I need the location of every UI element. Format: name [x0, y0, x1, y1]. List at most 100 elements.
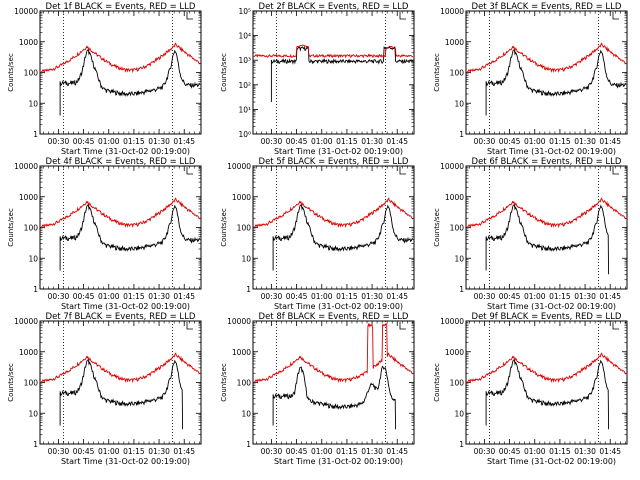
y-axis-label: Counts/sec: [7, 53, 15, 92]
x-tick-label: 00:30: [48, 137, 70, 146]
x-tick-label: 01:45: [173, 292, 195, 301]
x-tick-label: 01:15: [549, 137, 571, 146]
panel-det-8: Det 8f BLACK = Events, RED = LLD 1 10 100 10…: [220, 312, 415, 466]
series-lld-line: [466, 42, 627, 74]
y-tick-label: 10000: [14, 317, 38, 326]
x-tick-label: 01:15: [336, 447, 358, 456]
series-lld-line: [253, 322, 414, 384]
x-tick-label: 00:45: [499, 137, 521, 146]
panel-det-6: Det 6f BLACK = Events, RED = LLD 1 10 100 10…: [433, 157, 628, 311]
y-tick-label: 1: [33, 130, 38, 139]
x-axis-label: Start Time (31-Oct-02 00:19:00): [487, 147, 616, 156]
panel-title: Det 8f BLACK = Events, RED = LLD: [259, 312, 409, 322]
x-tick-label: 01:15: [336, 137, 358, 146]
y-tick-label: 10000: [440, 162, 464, 171]
y-tick-label: 1: [459, 440, 464, 449]
x-axis-label: Start Time (31-Oct-02 00:19:00): [274, 457, 403, 466]
series-events-line: [485, 358, 610, 430]
series-lld-line: [466, 352, 627, 384]
x-tick-label: 01:45: [173, 447, 195, 456]
series-lld-line: [253, 44, 414, 59]
x-tick-label: 00:30: [261, 447, 283, 456]
y-tick-label: 1000: [19, 348, 38, 357]
y-tick-label: 100: [450, 69, 465, 78]
corner-marker: [186, 167, 193, 175]
x-tick-label: 01:15: [336, 292, 358, 301]
series-lld-line: [466, 197, 627, 229]
y-tick-label: 1000: [445, 348, 464, 357]
x-tick-label: 00:30: [261, 292, 283, 301]
panel-det-7: Det 7f BLACK = Events, RED = LLD 1 10 100 10…: [7, 312, 202, 466]
panel-det-1: Det 1f BLACK = Events, RED = LLD 1 10 100 10…: [7, 2, 202, 156]
series-events-line: [59, 48, 201, 116]
x-tick-label: 01:30: [361, 447, 383, 456]
x-tick-label: 01:30: [361, 292, 383, 301]
y-tick-label: 1000: [445, 38, 464, 47]
x-tick-label: 01:45: [173, 137, 195, 146]
x-tick-label: 00:30: [48, 292, 70, 301]
x-tick-label: 01:00: [524, 292, 546, 301]
panel-title: Det 5f BLACK = Events, RED = LLD: [259, 157, 409, 167]
x-tick-label: 00:45: [286, 447, 308, 456]
corner-marker: [399, 322, 406, 330]
y-tick-label: 1: [246, 440, 251, 449]
x-tick-label: 00:45: [499, 292, 521, 301]
y-tick-label: 1000: [445, 193, 464, 202]
x-tick-label: 01:00: [311, 447, 333, 456]
series-events-line: [59, 203, 201, 271]
y-axis-label: Counts/sec: [220, 53, 228, 92]
corner-marker: [612, 167, 619, 175]
corner-marker: [399, 167, 406, 175]
y-tick-label: 10000: [14, 7, 38, 16]
x-axis-label: Start Time (31-Oct-02 00:19:00): [61, 457, 190, 466]
y-axis-label: Counts/sec: [433, 53, 441, 92]
y-tick-label: 100: [450, 224, 465, 233]
panel-title: Det 3f BLACK = Events, RED = LLD: [472, 2, 622, 12]
plot-frame: [465, 10, 628, 135]
y-tick-label: 10: [241, 254, 251, 263]
plot-frame: [39, 320, 202, 445]
y-tick-label: 10: [28, 254, 38, 263]
x-tick-label: 01:00: [311, 292, 333, 301]
x-tick-label: 00:45: [499, 447, 521, 456]
series-events-line: [272, 365, 397, 430]
y-tick-label: 10⁵: [238, 7, 251, 16]
y-tick-label: 10²: [238, 81, 251, 90]
panel-det-9: Det 9f BLACK = Events, RED = LLD 1 10 100 10…: [433, 312, 628, 466]
plot-frame: [39, 165, 202, 290]
y-tick-label: 100: [237, 224, 252, 233]
x-tick-label: 00:45: [73, 137, 95, 146]
y-tick-label: 10: [241, 409, 251, 418]
panel-title: Det 9f BLACK = Events, RED = LLD: [472, 312, 622, 322]
x-tick-label: 01:00: [311, 137, 333, 146]
x-tick-label: 00:45: [73, 292, 95, 301]
series-events-line: [270, 45, 414, 102]
x-tick-label: 01:45: [386, 447, 408, 456]
series-events-line: [272, 203, 414, 271]
corner-marker: [186, 322, 193, 330]
y-tick-label: 10⁴: [238, 32, 251, 41]
panel-title: Det 7f BLACK = Events, RED = LLD: [46, 312, 196, 322]
series-lld-line: [253, 197, 414, 229]
y-tick-label: 100: [237, 379, 252, 388]
plot-frame: [252, 320, 415, 445]
y-tick-label: 10¹: [238, 105, 251, 114]
panel-det-2: Det 2f BLACK = Events, RED = LLD 10⁰ 10¹ 10…: [220, 2, 415, 156]
y-tick-label: 10: [454, 99, 464, 108]
corner-marker: [399, 12, 406, 20]
x-tick-label: 01:15: [123, 137, 145, 146]
y-axis-label: Counts/sec: [220, 363, 228, 402]
series-lld-line: [40, 197, 201, 229]
x-tick-label: 00:30: [261, 137, 283, 146]
panel-title: Det 6f BLACK = Events, RED = LLD: [472, 157, 622, 167]
panel-title: Det 2f BLACK = Events, RED = LLD: [259, 2, 409, 12]
x-tick-label: 00:45: [286, 292, 308, 301]
x-tick-label: 01:30: [148, 447, 170, 456]
x-tick-label: 01:30: [148, 292, 170, 301]
y-tick-label: 1: [459, 285, 464, 294]
y-tick-label: 1: [33, 285, 38, 294]
x-tick-label: 01:45: [599, 137, 621, 146]
y-tick-label: 10⁰: [238, 130, 251, 139]
y-tick-label: 10: [454, 254, 464, 263]
